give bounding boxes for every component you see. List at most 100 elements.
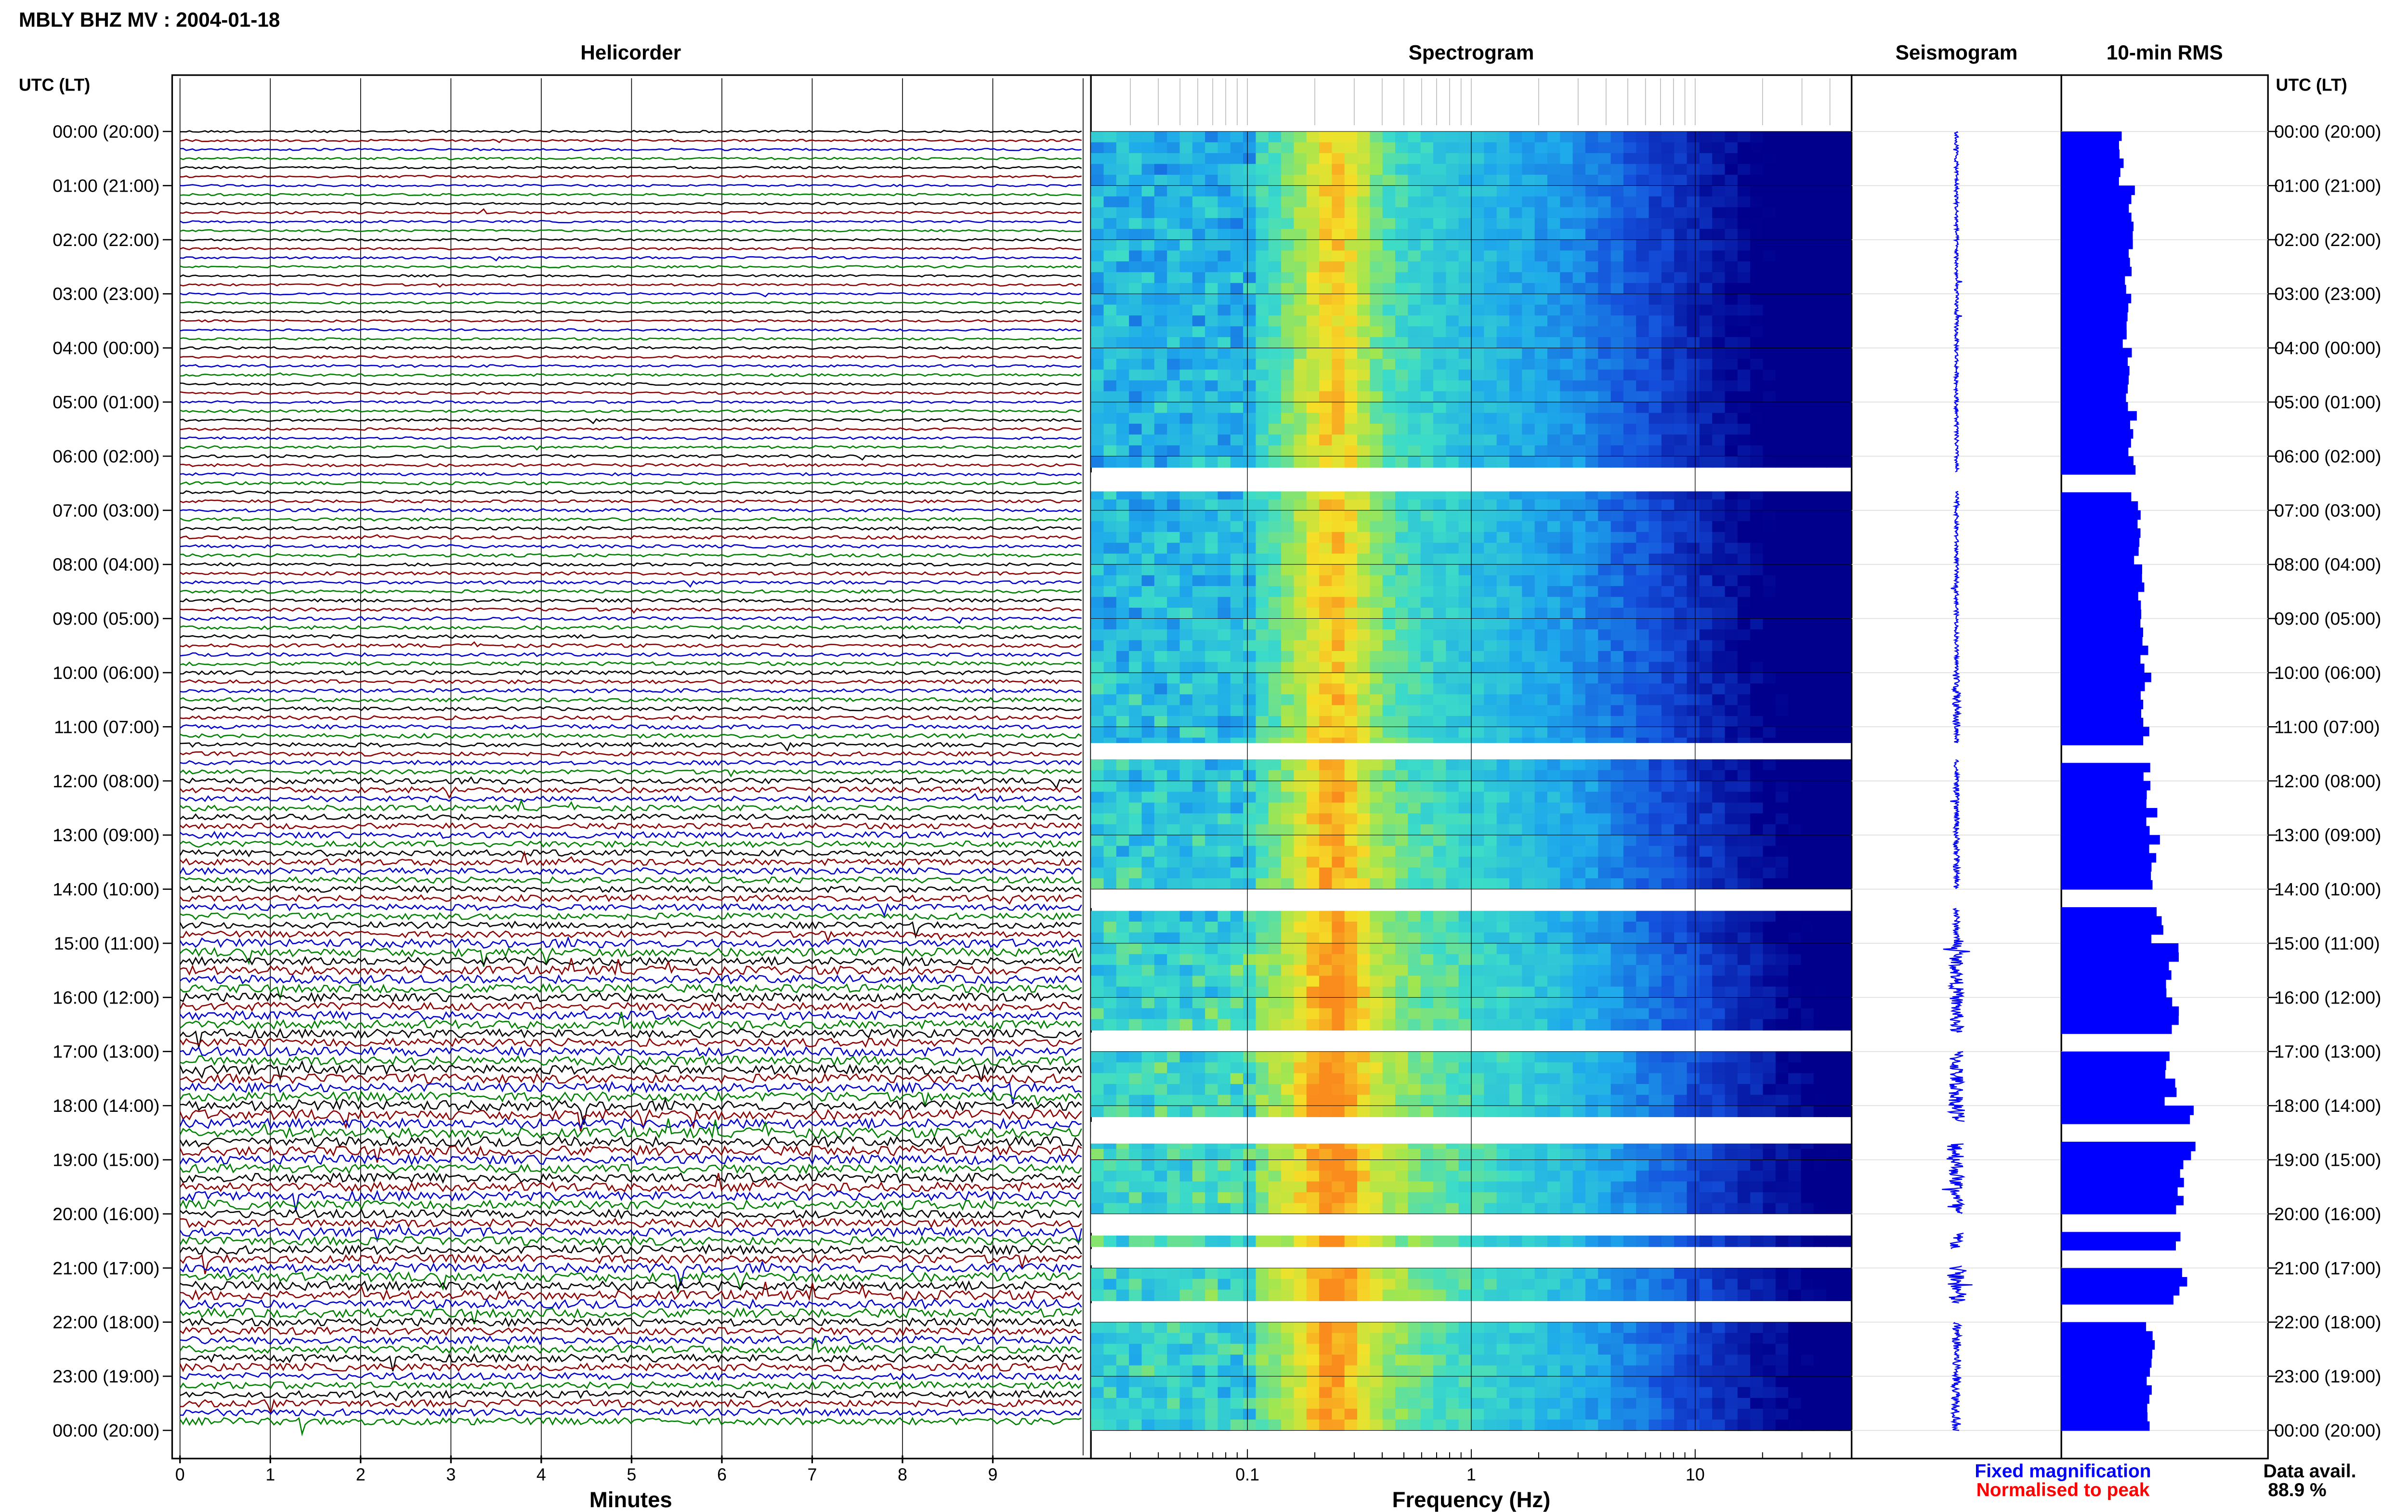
spectrogram-cell (1395, 1062, 1409, 1074)
spectrogram-cell (1319, 575, 1333, 587)
spectrogram-cell (1535, 326, 1548, 338)
spectrogram-cell (1611, 564, 1624, 576)
spectrogram-cell (1218, 651, 1231, 663)
spectrogram-cell (1230, 629, 1244, 641)
spectrogram-cell (1446, 716, 1459, 728)
spectrogram-cell (1446, 857, 1459, 868)
helicorder-trace (180, 365, 1082, 367)
spectrogram-cell (1547, 359, 1561, 370)
spectrogram-cell (1763, 943, 1776, 955)
spectrogram-cell (1192, 305, 1206, 316)
spectrogram-cell (1712, 445, 1726, 457)
spectrogram-cell (1256, 932, 1269, 944)
spectrogram-cell (1180, 456, 1193, 468)
spectrogram-cell (1459, 510, 1472, 522)
spectrogram-cell (1471, 424, 1485, 435)
spectrogram-cell (1116, 673, 1130, 684)
spectrogram-cell (1446, 521, 1459, 533)
spectrogram-cell (1395, 683, 1409, 695)
spectrogram-cell (1205, 499, 1218, 511)
spectrogram-cell (1091, 619, 1104, 630)
spectrogram-cell (1205, 911, 1218, 923)
spectrogram-cell (1763, 532, 1776, 544)
spectrogram-cell (1776, 716, 1789, 728)
spectrogram-cell (1180, 272, 1193, 284)
spectrogram-cell (1395, 662, 1409, 673)
spectrogram-cell (1750, 727, 1764, 738)
spectrogram-cell (1129, 1019, 1142, 1030)
spectrogram-cell (1725, 510, 1739, 522)
spectrogram-cell (1459, 954, 1472, 965)
spectrogram-cell (1307, 142, 1320, 154)
spectrogram-cell (1725, 868, 1739, 879)
spectrogram-cell (1421, 987, 1434, 998)
spectrogram-cell (1725, 954, 1739, 965)
spectrogram-cell (1307, 629, 1320, 641)
spectrogram-cell (1560, 705, 1573, 717)
spectrogram-cell (1611, 370, 1624, 381)
spectrogram-cell (1383, 456, 1396, 468)
spectrogram-cell (1801, 792, 1814, 803)
helicorder-trace (180, 1003, 1082, 1011)
helicorder-trace (180, 1400, 1082, 1413)
spectrogram-cell (1180, 640, 1193, 652)
spectrogram-cell (1218, 683, 1231, 695)
spectrogram-cell (1395, 153, 1409, 165)
spectrogram-cell (1725, 673, 1739, 684)
spectrogram-cell (1383, 521, 1396, 533)
spectrogram-cell (1433, 543, 1447, 554)
spectrogram-cell (1649, 640, 1662, 652)
spectrogram-cell (1281, 131, 1295, 143)
spectrogram-cell (1154, 813, 1168, 825)
spectrogram-cell (1573, 196, 1586, 208)
spectrogram-cell (1560, 532, 1573, 544)
spectrogram-cell (1750, 683, 1764, 695)
spectrogram-cell (1433, 683, 1447, 695)
spectrogram-cell (1738, 543, 1751, 554)
spectrogram-cell (1421, 315, 1434, 327)
spectrogram-cell (1788, 164, 1802, 175)
spectrogram-cell (1281, 207, 1295, 219)
spectrogram-cell (1243, 662, 1256, 673)
spectrogram-cell (1218, 434, 1231, 446)
spectrogram-cell (1598, 835, 1611, 847)
spectrogram-cell (1598, 413, 1611, 424)
helicorder-trace (180, 203, 1082, 205)
helicorder-trace (180, 194, 1082, 196)
helicorder-trace (180, 841, 1082, 847)
spectrogram-cell (1535, 878, 1548, 890)
spectrogram-cell (1674, 554, 1688, 565)
spectrogram-cell (1471, 608, 1485, 619)
spectrogram-cell (1687, 922, 1701, 933)
spectrogram-cell (1547, 868, 1561, 879)
spectrogram-cell (1712, 640, 1726, 652)
spectrogram-cell (1522, 370, 1535, 381)
spectrogram-cell (1459, 153, 1472, 165)
spectrogram-cell (1636, 326, 1649, 338)
spectrogram-cell (1180, 337, 1193, 349)
spectrogram-cell (1598, 456, 1611, 468)
spectrogram-cell (1281, 651, 1295, 663)
spectrogram-cell (1433, 673, 1447, 684)
spectrogram-cell (1180, 326, 1193, 338)
spectrogram-cell (1091, 424, 1104, 435)
spectrogram-cell (1598, 521, 1611, 533)
spectrogram-cell (1218, 857, 1231, 868)
spectrogram-cell (1408, 705, 1421, 717)
spectrogram-cell (1307, 987, 1320, 998)
spectrogram-cell (1674, 835, 1688, 847)
spectrogram-cell (1446, 218, 1459, 230)
spectrogram-cell (1205, 1008, 1218, 1020)
spectrogram-cell (1839, 240, 1852, 251)
spectrogram-cell (1788, 954, 1802, 965)
spectrogram-cell (1700, 207, 1713, 219)
spectrogram-cell (1243, 781, 1256, 793)
spectrogram-cell (1725, 564, 1739, 576)
spectrogram-cell (1129, 250, 1142, 262)
spectrogram-cell (1205, 770, 1218, 782)
spectrogram-cell (1547, 976, 1561, 987)
spectrogram-cell (1687, 575, 1701, 587)
spectrogram-cell (1687, 705, 1701, 717)
spectrogram-cell (1712, 185, 1726, 197)
spectrogram-cell (1408, 608, 1421, 619)
